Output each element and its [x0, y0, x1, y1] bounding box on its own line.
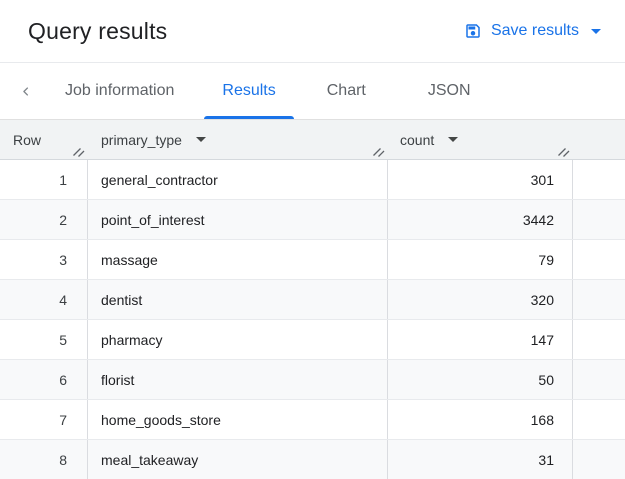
column-label: primary_type [101, 131, 182, 148]
table-row: 2 point_of_interest 3442 [0, 200, 625, 240]
row-number-cell: 5 [0, 320, 88, 359]
count-cell: 301 [388, 160, 573, 199]
tab-label: Job information [65, 82, 175, 99]
spacer-cell [573, 320, 625, 359]
primary-type-cell: meal_takeaway [88, 440, 388, 479]
spacer-cell [573, 440, 625, 479]
row-number-cell: 6 [0, 360, 88, 399]
spacer-cell [573, 200, 625, 239]
spacer-cell [573, 280, 625, 319]
tab-label: Results [222, 82, 276, 99]
tab-label: JSON [427, 82, 471, 99]
row-number-cell: 7 [0, 400, 88, 439]
save-results-label: Save results [490, 22, 579, 39]
spacer-cell [573, 400, 625, 439]
column-dropdown-caret-icon[interactable] [448, 137, 459, 142]
table-row: 4 dentist 320 [0, 280, 625, 320]
column-resize-handle[interactable] [372, 144, 385, 157]
primary-type-cell: point_of_interest [88, 200, 388, 239]
tab-label: Chart [326, 82, 366, 99]
table-row: 7 home_goods_store 168 [0, 400, 625, 440]
column-dropdown-caret-icon[interactable] [195, 137, 206, 142]
results-topbar: Query results Save results [0, 0, 625, 63]
spacer-cell [573, 160, 625, 199]
tabs-back-button[interactable] [12, 63, 38, 119]
table-row: 8 meal_takeaway 31 [0, 440, 625, 479]
column-resize-handle[interactable] [72, 144, 85, 157]
column-resize-handle[interactable] [557, 144, 570, 157]
primary-type-cell: florist [88, 360, 388, 399]
table-row: 1 general_contractor 301 [0, 160, 625, 200]
column-header-primary-type[interactable]: primary_type [88, 120, 388, 159]
row-number-cell: 3 [0, 240, 88, 279]
column-label: Row [13, 131, 42, 148]
count-cell: 31 [388, 440, 573, 479]
tab-results[interactable]: Results [204, 63, 295, 119]
count-cell: 147 [388, 320, 573, 359]
column-header-count[interactable]: count [388, 120, 573, 159]
tab-job-information[interactable]: Job information [50, 63, 189, 119]
row-number-cell: 8 [0, 440, 88, 479]
primary-type-cell: pharmacy [88, 320, 388, 359]
tab-json[interactable]: JSON [410, 63, 489, 119]
results-tabbar: Job information Results Chart JSON [0, 63, 625, 120]
column-header-row: Row [0, 120, 88, 159]
table-row: 6 florist 50 [0, 360, 625, 400]
primary-type-cell: massage [88, 240, 388, 279]
count-cell: 320 [388, 280, 573, 319]
count-cell: 50 [388, 360, 573, 399]
row-number-cell: 4 [0, 280, 88, 319]
table-row: 3 massage 79 [0, 240, 625, 280]
page-title: Query results [28, 17, 168, 44]
count-cell: 168 [388, 400, 573, 439]
count-cell: 79 [388, 240, 573, 279]
primary-type-cell: home_goods_store [88, 400, 388, 439]
primary-type-cell: dentist [88, 280, 388, 319]
primary-type-cell: general_contractor [88, 160, 388, 199]
table-row: 5 pharmacy 147 [0, 320, 625, 360]
save-results-button[interactable]: Save results [464, 22, 601, 40]
table-body: 1 general_contractor 301 2 point_of_inte… [0, 160, 625, 479]
count-cell: 3442 [388, 200, 573, 239]
table-header-row: Row primary_type count [0, 120, 625, 160]
spacer-cell [573, 360, 625, 399]
row-number-cell: 1 [0, 160, 88, 199]
save-dropdown-caret-icon [591, 28, 601, 34]
chevron-left-icon [18, 84, 33, 99]
tab-chart[interactable]: Chart [309, 63, 384, 119]
column-header-spacer [573, 120, 625, 159]
spacer-cell [573, 240, 625, 279]
save-icon [464, 22, 482, 40]
column-label: count [400, 131, 435, 148]
row-number-cell: 2 [0, 200, 88, 239]
